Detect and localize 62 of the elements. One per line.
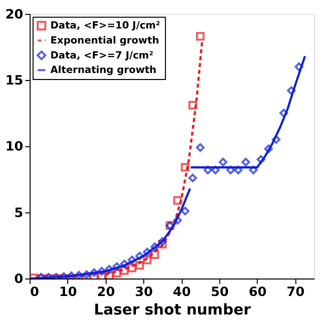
x-tick-label: 60 xyxy=(248,284,267,300)
x-tick-label: 20 xyxy=(97,284,115,300)
point xyxy=(204,166,212,174)
point xyxy=(188,174,198,182)
y-tick-label: 5 xyxy=(14,206,24,221)
point xyxy=(142,248,152,256)
point xyxy=(158,237,167,246)
point xyxy=(135,252,144,260)
point xyxy=(142,256,152,264)
point xyxy=(97,272,106,279)
point xyxy=(180,163,190,172)
legend-label: Data, <F>=7 J/cm² xyxy=(50,50,154,62)
point xyxy=(279,108,288,118)
point xyxy=(128,264,136,272)
point xyxy=(264,144,273,154)
point xyxy=(242,158,250,166)
point xyxy=(196,32,205,41)
point xyxy=(180,206,190,216)
point xyxy=(173,216,182,225)
point xyxy=(256,155,266,164)
point xyxy=(104,264,114,274)
point xyxy=(226,166,235,174)
x-tick-label: 0 xyxy=(30,284,40,300)
point xyxy=(196,143,205,152)
point xyxy=(112,268,122,278)
x-tick-label: 30 xyxy=(134,284,153,300)
point xyxy=(218,158,228,166)
point xyxy=(287,86,296,95)
x-tick-label: 70 xyxy=(286,284,305,300)
point xyxy=(112,262,122,271)
point xyxy=(150,242,160,252)
point xyxy=(82,270,91,279)
x-tick-label: 40 xyxy=(172,284,191,300)
point xyxy=(150,250,160,260)
point xyxy=(135,260,144,270)
legend-label: Data, <F>=10 J/cm² xyxy=(50,20,160,32)
x-axis-title: Laser shot number xyxy=(94,302,252,319)
point xyxy=(188,100,198,110)
point xyxy=(211,166,220,174)
y-tick-label: 0 xyxy=(14,272,24,287)
point xyxy=(120,266,129,275)
point xyxy=(90,268,98,277)
legend-label: Alternating growth xyxy=(50,65,156,76)
legend-label: Exponential growth xyxy=(50,35,160,46)
point xyxy=(67,272,76,279)
x-tick-label: 50 xyxy=(210,284,229,300)
point xyxy=(97,266,106,276)
y-tick-label: 20 xyxy=(5,7,24,22)
point xyxy=(104,272,114,279)
point xyxy=(294,62,304,72)
y-tick-label: 15 xyxy=(5,73,24,88)
point xyxy=(74,270,84,279)
x-tick-label: 10 xyxy=(59,284,78,300)
point xyxy=(90,272,98,279)
y-tick-label: 10 xyxy=(5,140,24,155)
point xyxy=(249,166,258,174)
point xyxy=(173,196,182,205)
point xyxy=(158,240,167,248)
point xyxy=(234,166,243,174)
point xyxy=(128,256,136,264)
point xyxy=(120,260,129,268)
point xyxy=(272,135,280,144)
